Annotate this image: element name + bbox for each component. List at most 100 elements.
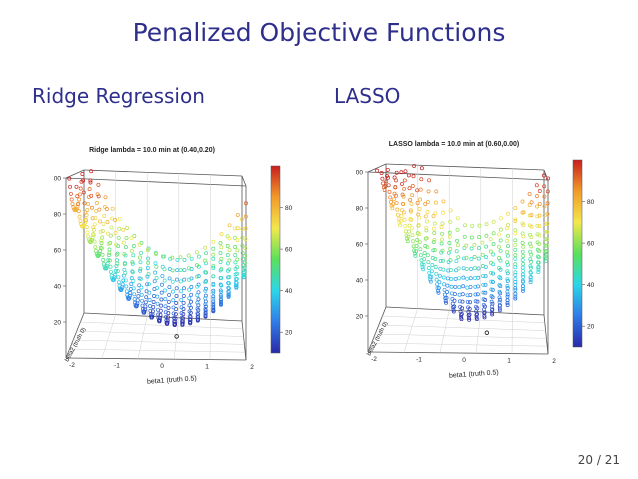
z-tick-label: 80 xyxy=(54,212,61,219)
surface-point xyxy=(148,308,153,313)
surface-point xyxy=(68,184,73,189)
surface-point xyxy=(203,258,208,263)
surface-point xyxy=(513,231,518,236)
surface-point xyxy=(458,304,463,309)
surface-point xyxy=(535,204,540,209)
surface-point xyxy=(459,315,464,320)
surface-point xyxy=(410,233,415,238)
surface-point xyxy=(174,294,179,298)
surface-point xyxy=(84,218,88,223)
surface-point xyxy=(542,204,547,209)
surface-point xyxy=(520,199,525,204)
surface-point xyxy=(430,263,435,267)
surface-point xyxy=(115,258,119,263)
surface-point xyxy=(481,282,486,287)
surface-point xyxy=(146,256,151,261)
surface-point xyxy=(137,283,142,288)
surface-point xyxy=(115,269,120,274)
surface-point xyxy=(475,292,480,297)
surface-point xyxy=(70,201,75,206)
surface-point xyxy=(482,307,486,312)
surface-point xyxy=(171,289,175,294)
surface-point xyxy=(203,304,208,309)
slide-title: Penalized Objective Functions xyxy=(132,18,506,47)
surface-point xyxy=(464,255,469,260)
surface-point xyxy=(407,229,411,234)
surface-point xyxy=(160,274,165,279)
surface-point xyxy=(415,237,420,242)
surface-point xyxy=(96,182,101,187)
surface-point xyxy=(77,197,82,202)
surface-point xyxy=(189,299,193,304)
surface-point xyxy=(116,280,121,285)
surface-point xyxy=(481,274,486,278)
surface-point xyxy=(437,280,442,285)
surface-point xyxy=(416,212,421,217)
z-tick-label: 100 xyxy=(356,170,363,177)
surface-point xyxy=(535,214,540,219)
surface-point xyxy=(178,255,183,260)
surface-point xyxy=(489,279,494,284)
surface-point xyxy=(136,294,141,299)
surface-point xyxy=(235,271,239,276)
surface-point xyxy=(402,178,407,183)
surface-point xyxy=(133,300,138,305)
surface-point xyxy=(461,284,466,289)
surface-point xyxy=(483,282,488,287)
surface-point xyxy=(203,296,208,301)
surface-point xyxy=(469,266,474,271)
surface-point xyxy=(91,232,96,237)
surface-point xyxy=(81,178,86,183)
surface-point xyxy=(130,260,135,265)
surface-point xyxy=(505,253,510,258)
surface-point xyxy=(441,210,445,215)
surface-point xyxy=(89,169,94,174)
surface-point xyxy=(543,229,548,234)
surface-point xyxy=(178,279,183,284)
surface-point xyxy=(441,199,446,204)
surface-point xyxy=(375,168,379,173)
surface-point xyxy=(94,209,99,213)
surface-point xyxy=(235,248,240,253)
surface-point xyxy=(227,275,232,279)
surface-point xyxy=(419,258,424,263)
plot-box xyxy=(367,163,549,355)
surface-point xyxy=(211,294,216,299)
surface-point xyxy=(154,264,159,269)
surface-point xyxy=(484,222,489,227)
surface-point xyxy=(141,309,146,314)
colorbar-tick-label: 60 xyxy=(587,241,595,248)
surface-point xyxy=(131,278,136,283)
surface-point xyxy=(448,219,453,224)
z-tick-label: 20 xyxy=(356,314,363,321)
page-number: 20 / 21 xyxy=(577,453,620,467)
surface-point xyxy=(529,224,534,229)
surface-point xyxy=(449,284,454,289)
surface-point xyxy=(491,252,496,257)
surface-point xyxy=(497,266,502,271)
surface-point xyxy=(472,266,477,271)
surface-point xyxy=(436,290,441,295)
surface-point xyxy=(432,248,437,252)
surface-point xyxy=(114,263,119,268)
surface-point xyxy=(133,303,138,308)
surface-point xyxy=(391,197,396,202)
surface-point xyxy=(131,286,136,291)
surface-point xyxy=(166,299,171,304)
surface-point xyxy=(179,297,184,302)
surface-point xyxy=(211,299,216,304)
surface-point xyxy=(513,253,518,258)
surface-point xyxy=(139,285,144,290)
plot-title: Ridge lambda = 10.0 min at (0.40,0.20) xyxy=(89,147,215,154)
z-tick-label: 20 xyxy=(54,320,61,327)
surface-point xyxy=(227,286,231,291)
surface-point xyxy=(417,240,422,245)
surface-point xyxy=(513,277,518,282)
surface-point xyxy=(219,283,224,288)
surface-point xyxy=(454,259,459,264)
surface-point xyxy=(513,206,518,211)
surface-point xyxy=(135,298,140,303)
surface-point xyxy=(132,234,137,238)
surface-point xyxy=(189,267,194,271)
surface-point xyxy=(153,270,158,275)
